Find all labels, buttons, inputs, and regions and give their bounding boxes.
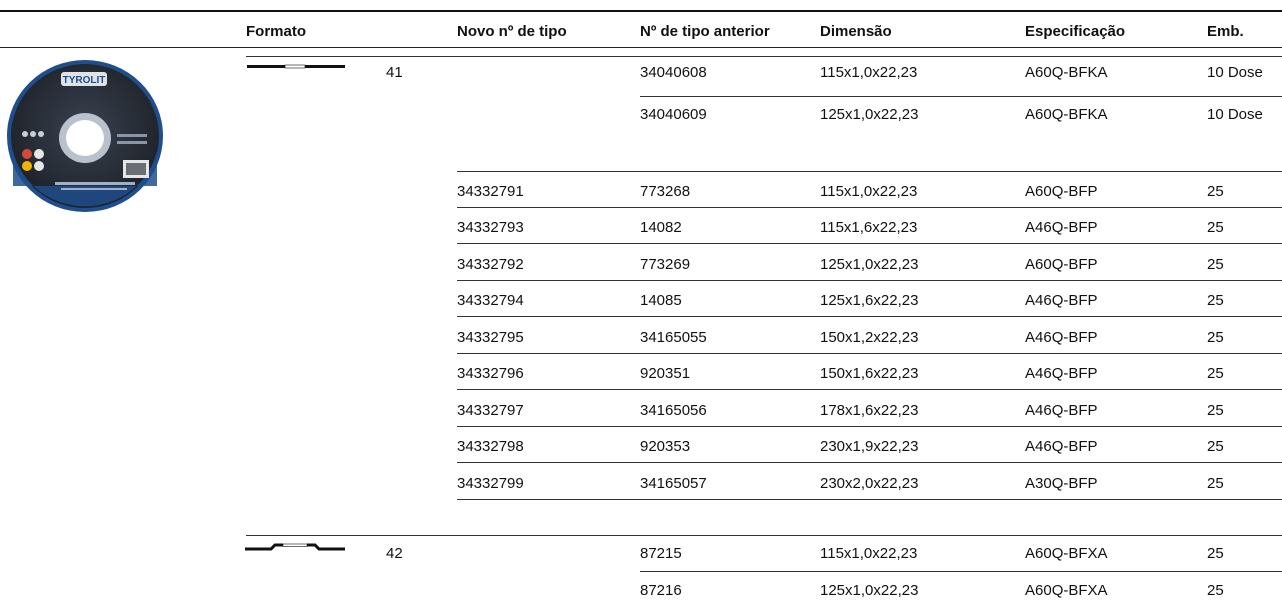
row-separator [457,462,1282,463]
cell-anterior: 34040609 [640,106,707,123]
cell-especificacao: A60Q-BFKA [1025,64,1108,81]
cell-dimensao: 115x1,0x22,23 [820,64,918,81]
header-top-rule [0,10,1282,12]
cell-novo: 34332792 [457,256,524,273]
header-emb: Emb. [1207,23,1244,40]
row-separator [640,571,1282,572]
row-separator [246,56,1282,57]
row-separator [246,535,1282,536]
cell-emb: 25 [1207,402,1224,419]
header-tipo-anterior: Nº de tipo anterior [640,23,770,40]
cell-dimensao: 178x1,6x22,23 [820,402,919,419]
cell-anterior: 87215 [640,545,682,562]
header-bottom-rule [0,47,1282,48]
cell-emb: 25 [1207,438,1224,455]
row-separator [457,207,1282,208]
cell-dimensao: 230x2,0x22,23 [820,475,919,492]
cell-emb: 25 [1207,582,1224,599]
cell-anterior: 773269 [640,256,691,273]
cell-dimensao: 150x1,2x22,23 [820,329,919,346]
cell-anterior: 14082 [640,219,682,236]
cell-anterior: 920351 [640,365,691,382]
cell-novo: 34332794 [457,292,524,309]
header-novo-tipo: Novo nº de tipo [457,23,567,40]
cell-novo: 34332798 [457,438,524,455]
cell-dimensao: 115x1,0x22,23 [820,183,918,200]
row-separator [457,316,1282,317]
cell-especificacao: A60Q-BFP [1025,183,1098,200]
cell-novo: 34332791 [457,183,524,200]
row-separator [640,96,1282,97]
cell-emb: 25 [1207,365,1224,382]
cell-emb: 25 [1207,256,1224,273]
cell-novo: 34332793 [457,219,524,236]
cell-anterior: 14085 [640,292,682,309]
cell-especificacao: A46Q-BFP [1025,438,1098,455]
row-separator [457,243,1282,244]
shape-number-42: 42 [386,545,403,562]
cell-especificacao: A46Q-BFP [1025,219,1098,236]
cell-anterior: 87216 [640,582,682,599]
header-formato: Formato [246,23,306,40]
cell-especificacao: A60Q-BFXA [1025,545,1108,562]
row-separator [457,171,1282,172]
cell-dimensao: 150x1,6x22,23 [820,365,919,382]
cell-anterior: 920353 [640,438,691,455]
cell-especificacao: A46Q-BFP [1025,329,1098,346]
cell-anterior: 34165055 [640,329,707,346]
cell-emb: 25 [1207,545,1224,562]
cell-emb: 10 Dose [1207,106,1263,123]
cell-anterior: 34040608 [640,64,707,81]
cell-especificacao: A30Q-BFP [1025,475,1098,492]
flat-disc-profile-icon [247,60,345,72]
header-especificacao: Especificação [1025,23,1126,40]
cell-emb: 10 Dose [1207,64,1263,81]
cell-dimensao: 125x1,0x22,23 [820,582,919,599]
row-separator [457,389,1282,390]
cell-novo: 34332799 [457,475,524,492]
cell-especificacao: A46Q-BFP [1025,292,1098,309]
cell-anterior: 773268 [640,183,691,200]
row-separator [457,426,1282,427]
cell-dimensao: 125x1,0x22,23 [820,256,919,273]
cutting-disc-photo-icon: TYROLIT [5,56,165,216]
shape-number-41: 41 [386,64,403,81]
row-separator [457,499,1282,500]
row-separator [457,353,1282,354]
cell-dimensao: 115x1,6x22,23 [820,219,918,236]
cell-emb: 25 [1207,183,1224,200]
cell-dimensao: 230x1,9x22,23 [820,438,919,455]
cell-anterior: 34165056 [640,402,707,419]
cell-dimensao: 125x1,0x22,23 [820,106,919,123]
cell-especificacao: A60Q-BFXA [1025,582,1108,599]
depressed-center-disc-profile-icon [245,540,345,552]
cell-especificacao: A60Q-BFP [1025,256,1098,273]
cell-anterior: 34165057 [640,475,707,492]
cell-emb: 25 [1207,219,1224,236]
cell-emb: 25 [1207,475,1224,492]
cell-novo: 34332795 [457,329,524,346]
cell-especificacao: A46Q-BFP [1025,402,1098,419]
cell-especificacao: A46Q-BFP [1025,365,1098,382]
cell-novo: 34332796 [457,365,524,382]
disc-brand-text: TYROLIT [63,75,106,86]
cell-dimensao: 125x1,6x22,23 [820,292,919,309]
cell-especificacao: A60Q-BFKA [1025,106,1108,123]
header-dimensao: Dimensão [820,23,892,40]
cell-emb: 25 [1207,292,1224,309]
cell-emb: 25 [1207,329,1224,346]
cell-dimensao: 115x1,0x22,23 [820,545,918,562]
row-separator [457,280,1282,281]
cell-novo: 34332797 [457,402,524,419]
